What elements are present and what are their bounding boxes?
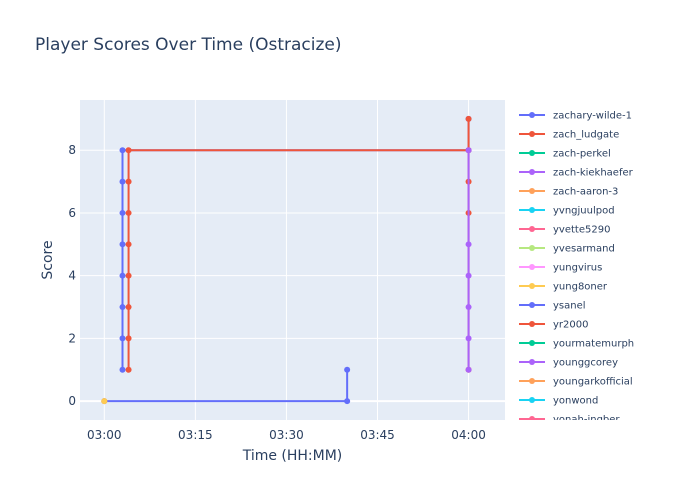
data-point bbox=[125, 335, 132, 342]
legend-swatch-marker bbox=[529, 169, 535, 175]
legend[interactable]: zachary-wilde-1 zach_ludgate zach-perkel za… bbox=[519, 111, 634, 426]
y-tick-label: 8 bbox=[68, 143, 76, 157]
legend-swatch-marker bbox=[529, 359, 535, 365]
legend-swatch-marker bbox=[529, 321, 535, 327]
legend-swatch-marker bbox=[529, 245, 535, 251]
legend-label: zachary-wilde-1 bbox=[553, 111, 632, 122]
legend-item[interactable]: yonwond bbox=[519, 396, 598, 407]
legend-item[interactable]: youngarkofficial bbox=[519, 377, 633, 388]
data-point bbox=[125, 272, 132, 279]
data-point bbox=[125, 366, 132, 373]
legend-label: yvngjuulpod bbox=[553, 206, 615, 217]
tick-labels: 03:00 03:15 03:30 03:45 04:00 0 2 4 6 8 bbox=[68, 143, 486, 442]
data-point bbox=[344, 366, 351, 373]
legend-label: ysanel bbox=[553, 301, 586, 312]
legend-swatch-marker bbox=[529, 131, 535, 137]
data-point bbox=[465, 147, 472, 154]
data-point bbox=[119, 209, 126, 216]
x-tick-label: 03:45 bbox=[360, 428, 395, 442]
y-tick-label: 0 bbox=[68, 394, 76, 408]
series-yung8oner bbox=[101, 398, 108, 405]
legend-swatch-marker bbox=[529, 302, 535, 308]
legend-swatch-marker bbox=[529, 416, 535, 420]
legend-label: zach_ludgate bbox=[553, 130, 619, 141]
data-point bbox=[101, 398, 108, 405]
y-axis-title: Score bbox=[40, 240, 56, 279]
legend-item[interactable]: zach-aaron-3 bbox=[519, 187, 618, 198]
legend-swatch-marker bbox=[529, 264, 535, 270]
legend-label: yonwond bbox=[553, 396, 598, 407]
chart-title: Player Scores Over Time (Ostracize) bbox=[35, 35, 342, 55]
y-tick-label: 6 bbox=[68, 206, 76, 220]
data-point bbox=[344, 398, 351, 405]
data-point bbox=[465, 115, 472, 122]
legend-label: yr2000 bbox=[553, 320, 588, 331]
series-layer bbox=[101, 115, 472, 405]
x-axis-title: Time (HH:MM) bbox=[242, 448, 343, 464]
legend-items: zachary-wilde-1 zach_ludgate zach-perkel za… bbox=[519, 111, 634, 426]
y-tick-label: 2 bbox=[68, 331, 76, 345]
legend-item[interactable]: younggcorey bbox=[519, 358, 618, 369]
x-tick-label: 03:00 bbox=[87, 428, 122, 442]
legend-item[interactable]: zach-kiekhaefer bbox=[519, 168, 634, 179]
legend-item[interactable]: yung8oner bbox=[519, 282, 608, 293]
data-point bbox=[119, 178, 126, 185]
legend-swatch-marker bbox=[529, 378, 535, 384]
legend-item[interactable]: yvesarmand bbox=[519, 244, 615, 255]
x-tick-label: 03:15 bbox=[178, 428, 213, 442]
legend-item[interactable]: ysanel bbox=[519, 301, 586, 312]
legend-swatch-marker bbox=[529, 112, 535, 118]
data-point bbox=[119, 241, 126, 248]
legend-item[interactable]: yvette5290 bbox=[519, 225, 610, 236]
x-tick-label: 03:30 bbox=[269, 428, 304, 442]
legend-label: youngarkofficial bbox=[553, 377, 633, 388]
plot-area bbox=[80, 100, 505, 420]
x-tick-label: 04:00 bbox=[451, 428, 486, 442]
data-point bbox=[119, 272, 126, 279]
legend-swatch-marker bbox=[529, 397, 535, 403]
data-point bbox=[119, 147, 126, 154]
legend-swatch-marker bbox=[529, 150, 535, 156]
data-point bbox=[125, 304, 132, 311]
data-point bbox=[125, 178, 132, 185]
legend-item[interactable]: yungvirus bbox=[519, 263, 602, 274]
legend-label: yvesarmand bbox=[553, 244, 615, 255]
data-point bbox=[465, 366, 472, 373]
legend-swatch-marker bbox=[529, 188, 535, 194]
legend-label: zach-kiekhaefer bbox=[553, 168, 634, 179]
legend-swatch-marker bbox=[529, 283, 535, 289]
legend-item[interactable]: zachary-wilde-1 bbox=[519, 111, 632, 122]
data-point bbox=[465, 272, 472, 279]
data-point bbox=[119, 304, 126, 311]
legend-label: yourmatemurph bbox=[553, 339, 634, 350]
y-tick-label: 4 bbox=[68, 269, 76, 283]
data-point bbox=[125, 209, 132, 216]
legend-swatch-marker bbox=[529, 207, 535, 213]
legend-item[interactable]: zach-perkel bbox=[519, 149, 611, 160]
data-point bbox=[125, 241, 132, 248]
legend-item[interactable]: yonah-ingber bbox=[519, 415, 620, 426]
legend-swatch-marker bbox=[529, 340, 535, 346]
series-younggcorey bbox=[465, 147, 472, 373]
data-point bbox=[125, 147, 132, 154]
data-point bbox=[465, 335, 472, 342]
legend-label: yvette5290 bbox=[553, 225, 610, 236]
legend-item[interactable]: zach_ludgate bbox=[519, 130, 619, 141]
legend-label: younggcorey bbox=[553, 358, 618, 369]
legend-label: zach-aaron-3 bbox=[553, 187, 618, 198]
legend-label: yonah-ingber bbox=[553, 415, 620, 426]
data-point bbox=[119, 366, 126, 373]
legend-item[interactable]: yr2000 bbox=[519, 320, 588, 331]
data-point bbox=[465, 241, 472, 248]
legend-item[interactable]: yvngjuulpod bbox=[519, 206, 615, 217]
legend-label: zach-perkel bbox=[553, 149, 611, 160]
legend-swatch-marker bbox=[529, 226, 535, 232]
data-point bbox=[119, 335, 126, 342]
legend-label: yung8oner bbox=[553, 282, 608, 293]
legend-label: yungvirus bbox=[553, 263, 602, 274]
data-point bbox=[465, 304, 472, 311]
legend-item[interactable]: yourmatemurph bbox=[519, 339, 634, 350]
